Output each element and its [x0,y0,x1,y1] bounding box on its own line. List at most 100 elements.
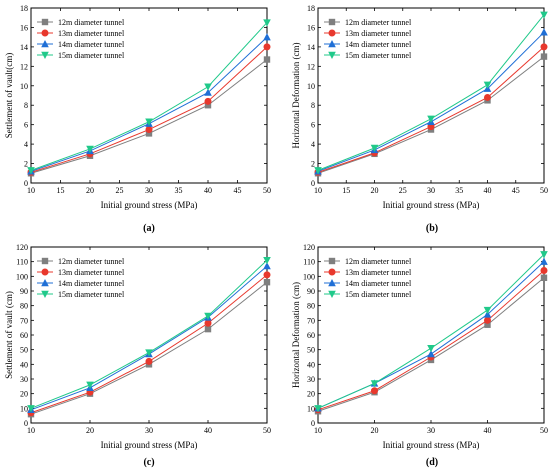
legend-marker [328,18,336,26]
series-line [30,46,268,173]
data-point [204,319,212,327]
legend-marker [41,268,49,276]
panel-label: (c) [143,457,154,468]
x-tick-label: 20 [371,186,379,195]
chart-panel-3: 10 20 30 40 500102030405060708090100110120In… [4,243,271,468]
x-tick-label: 10 [27,426,35,435]
legend-entry: 13m diameter tunnel [58,268,125,277]
panel-label: (d) [426,457,438,468]
y-tick-label: 40 [20,360,28,369]
data-point [86,145,94,153]
data-point [263,43,271,51]
series-1 [27,279,271,418]
y-tick-label: 14 [20,43,28,52]
legend-entry: 14m diameter tunnel [345,279,412,288]
y-tick-label: 120 [303,243,315,252]
data-point [540,257,548,265]
y-tick-label: 30 [20,375,28,384]
data-point [204,325,212,333]
data-point [483,306,492,315]
data-point [263,19,271,27]
data-point [263,271,271,279]
x-tick-label: 25 [399,186,407,195]
x-tick-label: 40 [484,186,492,195]
legend: 12m diameter tunnel 13m diameter tunnel 14… [324,18,412,60]
data-point [145,349,153,357]
x-axis-label: Initial ground stress (MPa) [101,440,198,450]
series-4 [314,251,548,413]
data-point [86,381,94,389]
data-point [314,167,322,175]
y-tick-label: 2 [24,160,28,169]
data-point [370,144,379,152]
y-tick-label: 20 [20,390,28,399]
data-point [204,312,212,320]
data-point [27,405,35,413]
legend-entry: 15m diameter tunnel [345,290,412,299]
legend-entry: 14m diameter tunnel [345,40,412,49]
x-tick-label: 50 [540,186,548,195]
x-tick-label: 25 [116,186,124,195]
series-4 [314,11,548,175]
y-tick-label: 20 [307,390,315,399]
data-point [427,345,435,353]
y-tick-label: 0 [311,419,315,428]
x-tick-label: 35 [175,186,183,195]
x-tick-label: 30 [145,426,153,435]
y-tick-label: 18 [20,4,28,13]
y-tick-label: 18 [307,4,315,13]
series-2 [27,43,271,176]
data-point [263,257,271,265]
x-tick-label: 20 [86,426,94,435]
y-axis-label: Settlement of vault (cm) [4,291,14,379]
legend-marker [328,290,336,298]
x-tick-label: 10 [314,186,322,195]
data-point [540,266,548,274]
data-point [540,274,548,281]
data-point [204,83,212,91]
data-point [484,316,491,324]
y-tick-label: 14 [307,43,315,52]
data-point [145,126,153,134]
series-line [317,253,545,409]
y-tick-label: 50 [307,346,315,355]
legend-marker [328,29,336,37]
legend-entry: 13m diameter tunnel [345,29,412,38]
y-tick-label: 40 [307,360,315,369]
x-axis-label: Initial ground stress (MPa) [383,200,480,210]
y-tick-label: 8 [311,101,315,110]
data-point [204,88,212,96]
x-axis-label: Initial ground stress (MPa) [101,200,198,210]
y-axis-label: Horizontal Deformation (cm) [291,43,301,149]
x-axis-label: Initial ground stress (MPa) [383,440,480,450]
x-tick-label: 35 [455,186,463,195]
y-tick-label: 6 [24,121,28,130]
legend-marker [328,279,336,287]
legend-entry: 15m diameter tunnel [345,51,412,60]
data-point [484,93,491,101]
y-axis-label: Horizontal Deformation (cm) [291,282,301,388]
y-tick-label: 90 [307,287,315,296]
panel-label: (b) [426,223,438,234]
y-tick-label: 0 [24,419,28,428]
data-point [263,262,271,270]
data-point [483,81,492,89]
data-point [263,56,271,63]
y-tick-label: 80 [307,302,315,311]
y-tick-label: 4 [24,140,28,149]
y-tick-label: 10 [20,404,28,413]
data-point [540,53,548,60]
data-point [204,97,212,105]
legend-entry: 12m diameter tunnel [345,18,412,27]
legend-entry: 13m diameter tunnel [345,268,412,277]
x-tick-label: 15 [342,186,350,195]
series-2 [314,266,548,414]
legend: 12m diameter tunnel 13m diameter tunnel 14… [37,18,125,60]
legend-marker [41,279,49,287]
x-tick-label: 40 [204,186,212,195]
y-axis-label: Settlement of vault(cm) [4,53,14,138]
x-tick-label: 30 [427,426,435,435]
legend-marker [328,257,336,265]
y-tick-label: 90 [20,287,28,296]
